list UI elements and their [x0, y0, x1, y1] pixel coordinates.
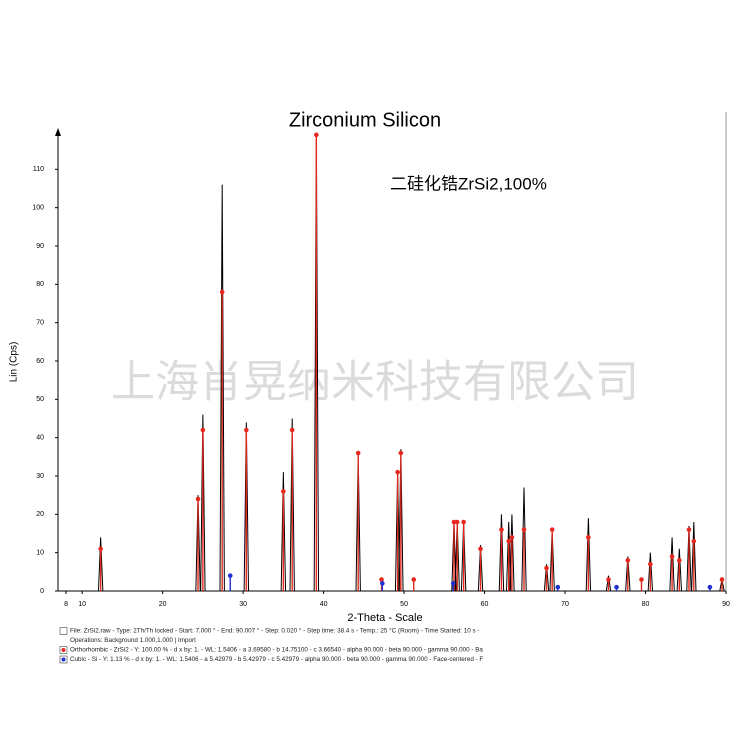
reference-dot	[719, 577, 725, 582]
x-tick-label: 60	[481, 601, 489, 608]
measured-peak	[669, 537, 675, 592]
y-tick-label: 70	[36, 320, 44, 327]
measured-peak	[97, 537, 104, 592]
measured-peak	[200, 414, 206, 592]
y-tick-label: 110	[33, 166, 44, 173]
reference-dot	[98, 546, 103, 552]
y-tick-label: 40	[36, 435, 44, 442]
measured-peak	[605, 575, 612, 592]
reference-dot	[454, 519, 460, 525]
reference-dot	[355, 450, 361, 456]
y-tick-label: 100	[32, 205, 44, 212]
measured-peak	[477, 544, 484, 592]
reference-dot	[451, 519, 457, 525]
y-tick-label: 90	[36, 243, 44, 250]
reference-dot	[281, 489, 286, 494]
y-tick-label: 20	[36, 511, 44, 518]
axis-arrow	[55, 128, 61, 136]
measured-peak	[686, 525, 692, 592]
reference-dot	[398, 450, 404, 456]
x-tick-label: 8	[64, 601, 68, 608]
measured-peak	[691, 521, 697, 592]
y-tick-label: 10	[36, 550, 44, 557]
measured-peak	[289, 418, 295, 592]
measured-peak	[676, 548, 683, 592]
y-tick-label: 60	[36, 358, 44, 365]
measured-peak	[543, 564, 550, 592]
legend-swatch	[61, 657, 66, 662]
x-tick-label: 40	[320, 601, 328, 608]
legend-entry: Orthorhombic - ZrSi2 - Y: 100.00 % - d x…	[70, 647, 483, 654]
reference-dot	[625, 558, 631, 563]
reference-dot	[606, 577, 611, 582]
y-axis-label: Lin (Cps)	[9, 342, 20, 383]
legend-entry: Operations: Background 1.000,1.000 | Imp…	[70, 637, 196, 644]
legend-entry: Cubic - Si - Y: 1.13 % - d x by: 1. - WL…	[70, 656, 483, 663]
legend-entry: File: ZrSi2.raw - Type: 2Th/Th locked - …	[70, 627, 480, 635]
reference-dot	[614, 584, 619, 590]
x-tick-label: 70	[561, 601, 569, 608]
legend-box	[59, 627, 68, 635]
x-tick-label: 30	[239, 601, 247, 608]
chart-title: Zirconium Silicon	[289, 109, 441, 131]
reference-dot	[639, 577, 644, 582]
reference-dot	[509, 535, 515, 540]
reference-dot	[544, 565, 549, 571]
x-tick-label: 80	[642, 601, 650, 608]
reference-dot	[686, 527, 692, 532]
y-tick-label: 80	[36, 281, 44, 288]
reference-dot	[521, 527, 527, 532]
annotation: 二硅化锆ZrSi2,100%	[390, 174, 547, 193]
reference-dot	[380, 581, 385, 586]
reference-dot	[555, 584, 561, 590]
reference-dot	[244, 427, 249, 433]
reference-dot	[219, 289, 225, 295]
reference-dot	[450, 581, 456, 586]
y-tick-label: 50	[36, 396, 44, 403]
measured-peak	[647, 552, 654, 592]
reference-dot	[395, 469, 400, 475]
reference-dot	[691, 538, 697, 544]
measured-peak	[625, 556, 631, 592]
x-tick-label: 10	[78, 601, 86, 608]
measured-peak	[195, 495, 201, 592]
reference-dot	[549, 527, 555, 532]
reference-dot	[195, 496, 201, 502]
measured-peak	[219, 184, 225, 592]
reference-dot	[411, 577, 417, 582]
measured-peak	[521, 487, 527, 592]
measured-peak	[243, 422, 250, 592]
reference-dot	[478, 546, 483, 552]
reference-dot	[499, 527, 504, 532]
reference-dot	[200, 427, 206, 433]
reference-dot	[586, 535, 591, 540]
measured-peak	[398, 449, 404, 592]
watermark: 上海肖晃纳米科技有限公司	[111, 358, 639, 407]
y-tick-label: 0	[40, 588, 44, 595]
measured-peak	[509, 514, 515, 592]
reference-dot	[648, 561, 653, 567]
x-tick-label: 20	[159, 601, 167, 608]
measured-peak	[585, 518, 592, 592]
y-tick-label: 30	[36, 473, 44, 480]
reference-dot	[289, 427, 295, 433]
reference-dot	[379, 577, 384, 582]
legend-swatch	[61, 648, 66, 652]
x-tick-label: 90	[722, 601, 730, 608]
reference-dot	[707, 584, 713, 590]
reference-dot	[506, 538, 511, 544]
x-tick-label: 50	[400, 601, 408, 608]
reference-dot	[314, 132, 319, 138]
reference-dot	[227, 573, 233, 578]
measured-peak	[498, 514, 505, 592]
x-axis-label: 2-Theta - Scale	[347, 612, 422, 624]
reference-dot	[461, 519, 466, 525]
measured-peak	[280, 472, 287, 592]
reference-dot	[677, 558, 682, 563]
reference-dot	[669, 554, 675, 559]
